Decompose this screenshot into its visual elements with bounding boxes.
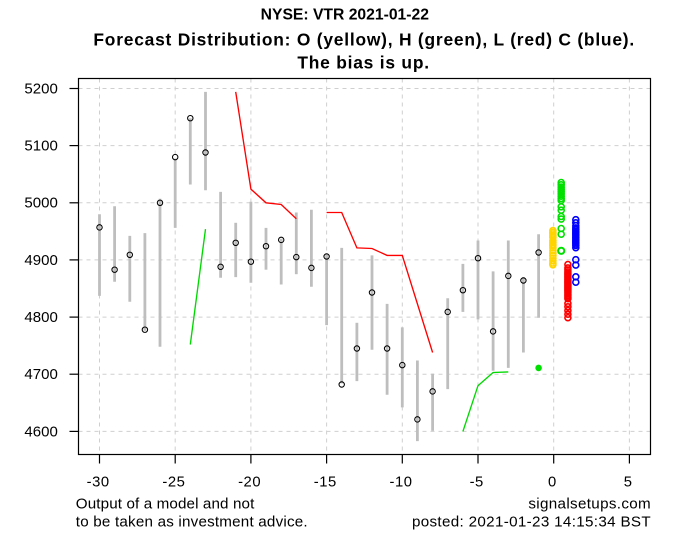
svg-text:4800: 4800 [24,309,57,326]
svg-text:5100: 5100 [24,138,57,155]
svg-text:-5: -5 [470,475,484,491]
svg-text:5: 5 [624,475,633,491]
svg-text:NYSE: VTR 2021-01-22: NYSE: VTR 2021-01-22 [261,7,430,24]
svg-text:5000: 5000 [24,195,57,212]
svg-text:-30: -30 [87,475,110,491]
svg-text:Output of a model and not: Output of a model and not [76,496,255,513]
svg-text:signalsetups.com: signalsetups.com [528,495,651,512]
svg-text:-10: -10 [389,475,412,491]
svg-text:0: 0 [548,475,557,491]
svg-text:posted: 2021-01-23 14:15:34 BS: posted: 2021-01-23 14:15:34 BST [412,513,651,530]
svg-text:-25: -25 [162,475,185,491]
svg-text:The bias is up.: The bias is up. [297,52,430,72]
svg-text:-20: -20 [238,475,261,491]
svg-text:Forecast Distribution: O (yell: Forecast Distribution: O (yellow), H (gr… [93,29,635,49]
svg-text:-15: -15 [314,475,337,491]
svg-text:to be taken as investment advi: to be taken as investment advice. [76,513,308,530]
svg-text:5200: 5200 [24,80,57,97]
svg-text:4700: 4700 [24,366,57,383]
svg-text:4900: 4900 [24,252,57,269]
svg-text:4600: 4600 [24,423,57,440]
